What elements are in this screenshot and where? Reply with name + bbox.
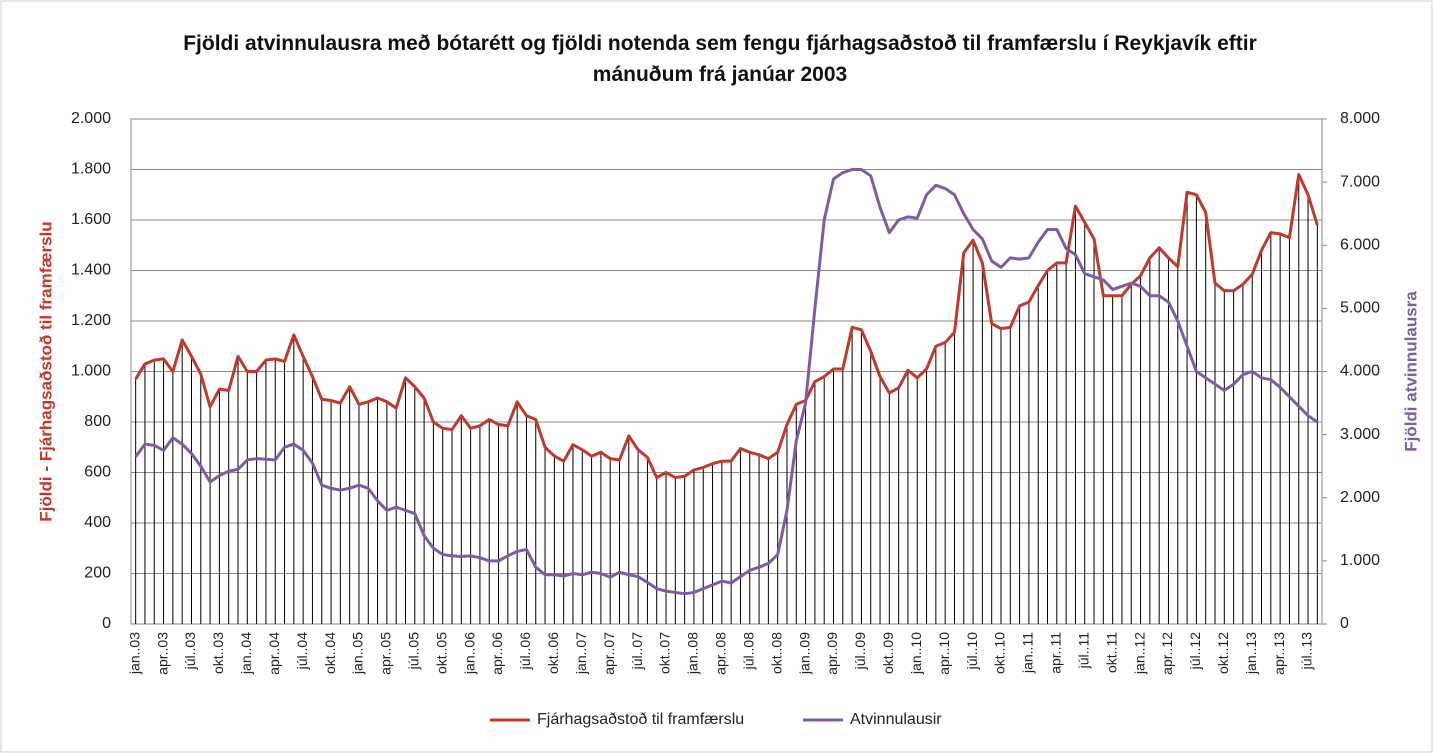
y2-axis-label: Fjöldi atvinnulausra: [1401, 291, 1420, 452]
y2-tick-label: 4.000: [1340, 363, 1380, 380]
plot-border: [130, 118, 1323, 625]
legend-label: Fjárhagsaðstoð til framfærslu: [537, 711, 744, 728]
x-tick-label: okt..06: [545, 632, 561, 674]
chart-title: Fjöldi atvinnulausra með bótarétt og fjö…: [183, 32, 1257, 86]
x-tick-label: júl..04: [294, 632, 310, 671]
y2-tick-label: 1.000: [1340, 552, 1380, 569]
x-tick-label: jan..05: [350, 632, 366, 675]
x-tick-label: apr..12: [1159, 632, 1175, 675]
y2-tick-label: 3.000: [1340, 426, 1380, 443]
series-line: [134, 168, 1319, 596]
x-tick-label: jan..06: [461, 632, 477, 675]
y-tick-label: 400: [84, 514, 111, 531]
y-tick-label: 1.200: [71, 312, 111, 329]
x-tick-label: apr..05: [378, 632, 394, 675]
x-tick-label: apr..07: [601, 632, 617, 675]
x-tick-label: jan..12: [1131, 632, 1147, 675]
x-tick-label: júl..09: [852, 632, 868, 671]
x-tick-label: jan..11: [1020, 632, 1036, 674]
y-tick-label: 1.000: [71, 363, 111, 380]
y2-tick-label: 6.000: [1340, 236, 1380, 253]
y2-tick-label: 7.000: [1340, 173, 1380, 190]
x-tick-label: okt..08: [768, 632, 784, 674]
x-tick-label: apr..08: [713, 632, 729, 675]
y-tick-label: 800: [84, 413, 111, 430]
series-line: [134, 173, 1319, 480]
x-tick-label: jan..03: [126, 632, 142, 675]
x-tick-label: jan..10: [908, 632, 924, 675]
y-axis-label: Fjöldi - Fjárhagsaðstoð til framfærslu: [36, 221, 55, 521]
x-tick-label: júl..05: [405, 632, 421, 671]
x-tick-label: jan..04: [238, 632, 254, 675]
y-tick-label: 1.800: [71, 161, 111, 178]
x-tick-label: jan..13: [1243, 632, 1259, 675]
x-tick-label: okt..11: [1103, 632, 1119, 673]
x-tick-label: júl..13: [1299, 632, 1315, 671]
y-tick-label: 0: [102, 615, 111, 632]
x-tick-label: júl..12: [1187, 632, 1203, 671]
x-tick-label: apr..04: [266, 632, 282, 675]
x-tick-label: okt..05: [433, 632, 449, 674]
y-tick-label: 1.600: [71, 211, 111, 228]
y-tick-label: 2.000: [71, 110, 111, 127]
x-tick-label: okt..03: [210, 632, 226, 674]
y-tick-label: 200: [84, 565, 111, 582]
x-tick-label: júl..08: [740, 632, 756, 671]
y2-tick-label: 0: [1340, 615, 1349, 632]
x-tick-label: apr..13: [1271, 632, 1287, 675]
x-tick-label: júl..11: [1075, 632, 1091, 670]
y-tick-label: 600: [84, 464, 111, 481]
x-tick-label: okt..07: [657, 632, 673, 674]
x-tick-label: jan..08: [685, 632, 701, 675]
y2-tick-label: 8.000: [1340, 110, 1380, 127]
x-tick-label: apr..10: [936, 632, 952, 675]
legend-label: Atvinnulausir: [850, 711, 942, 728]
x-tick-label: júl..06: [517, 632, 533, 671]
x-tick-label: júl..03: [182, 632, 198, 671]
x-tick-label: júl..10: [964, 632, 980, 671]
x-tick-label: apr..06: [489, 632, 505, 675]
x-tick-label: jan..07: [573, 632, 589, 675]
y2-tick-label: 2.000: [1340, 489, 1380, 506]
x-tick-label: apr..03: [154, 632, 170, 675]
y-tick-label: 1.400: [71, 262, 111, 279]
y2-tick-label: 5.000: [1340, 300, 1380, 317]
x-tick-label: okt..10: [992, 632, 1008, 674]
x-tick-label: okt..12: [1215, 632, 1231, 674]
x-tick-label: okt..09: [880, 632, 896, 674]
x-tick-label: okt..04: [322, 632, 338, 674]
x-tick-label: apr..09: [824, 632, 840, 675]
x-tick-label: jan..09: [796, 632, 812, 675]
x-tick-label: júl..07: [629, 632, 645, 671]
x-tick-label: apr..11: [1048, 632, 1064, 674]
